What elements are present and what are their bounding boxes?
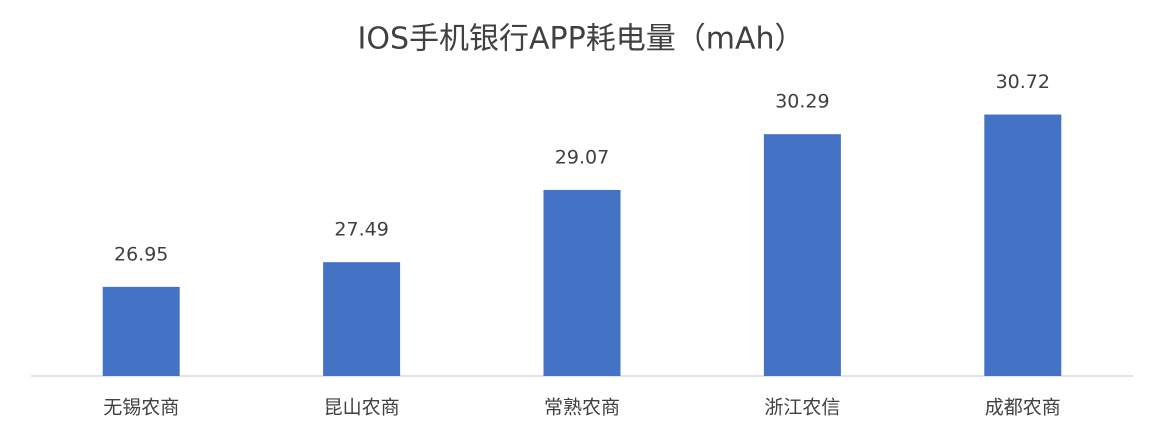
x-tick-label: 浙江农信: [764, 397, 840, 419]
data-label: 27.49: [334, 219, 388, 241]
x-tick-label: 无锡农商: [103, 397, 179, 419]
chart-title: IOS手机银行APP耗电量（mAh）: [358, 22, 805, 57]
bar: [543, 189, 621, 376]
data-label: 30.29: [775, 91, 829, 113]
data-label: 29.07: [555, 146, 609, 168]
x-tick-label: 成都农商: [985, 397, 1061, 419]
data-label: 30.72: [996, 71, 1050, 93]
x-tick-label: 常熟农商: [544, 397, 620, 419]
bar: [102, 286, 180, 376]
x-tick-label: 昆山农商: [324, 397, 400, 419]
bar: [763, 134, 841, 376]
data-label: 26.95: [114, 243, 168, 265]
bar: [984, 114, 1062, 376]
bar: [323, 262, 401, 376]
